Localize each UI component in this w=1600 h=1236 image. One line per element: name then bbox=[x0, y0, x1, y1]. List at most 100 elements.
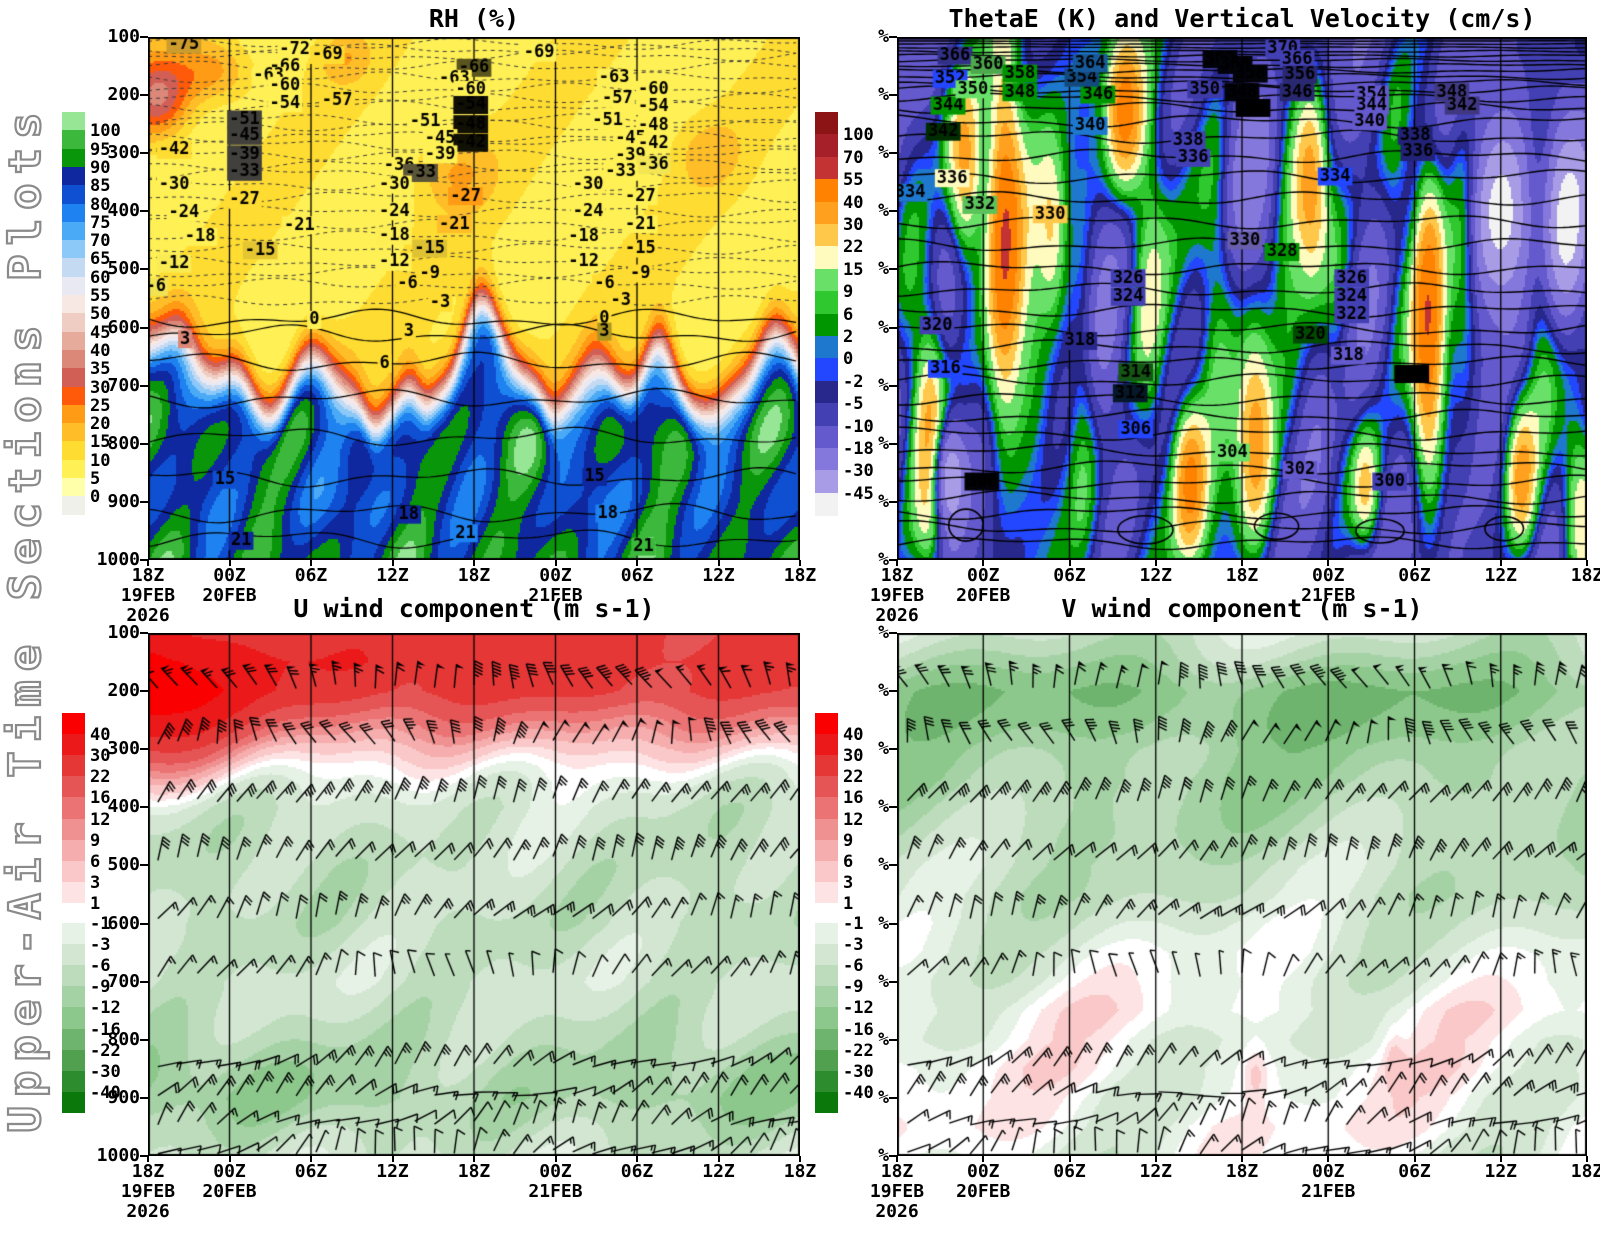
colorbar-label: 40 bbox=[843, 725, 864, 746]
y-tick-label: 1000 bbox=[96, 1145, 140, 1166]
colorbar-segment bbox=[815, 839, 838, 862]
colorbar-segment bbox=[62, 713, 85, 735]
colorbar-segment bbox=[815, 470, 838, 494]
x-tick-mark bbox=[147, 1156, 149, 1162]
colorbar-label: 50 bbox=[90, 304, 111, 325]
colorbar-label: 55 bbox=[843, 170, 864, 191]
y-tick-mark bbox=[140, 864, 148, 867]
y-tick-mark bbox=[889, 1096, 897, 1099]
uwind-plot-canvas bbox=[148, 633, 800, 1156]
x-tick-label: 18Z bbox=[1225, 1161, 1259, 1182]
colorbar-label: -6 bbox=[90, 956, 111, 977]
y-tick-label: % bbox=[878, 316, 889, 338]
y-tick-label: % bbox=[878, 432, 889, 454]
colorbar-segment bbox=[62, 818, 85, 841]
colorbar-label: -30 bbox=[843, 1061, 874, 1082]
colorbar-segment bbox=[815, 755, 838, 777]
colorbar-segment bbox=[815, 1007, 838, 1029]
y-tick-mark bbox=[140, 632, 148, 634]
colorbar-label: -5 bbox=[843, 394, 864, 415]
thetae-panel-title: ThetaE (K) and Vertical Velocity (cm/s) bbox=[948, 4, 1536, 33]
x-date-label: 21FEB bbox=[528, 1181, 583, 1202]
colorbar-label: -2 bbox=[843, 371, 864, 392]
thetae-plot-canvas bbox=[897, 37, 1587, 560]
colorbar-segment bbox=[62, 1070, 85, 1093]
x-tick-label: 06Z bbox=[1053, 1161, 1086, 1182]
colorbar-segment bbox=[62, 839, 85, 862]
x-tick-label: 18Z bbox=[1570, 1161, 1600, 1182]
colorbar-segment bbox=[815, 713, 838, 735]
colorbar-segment bbox=[62, 1028, 85, 1051]
x-tick-mark bbox=[473, 560, 475, 566]
x-tick-mark bbox=[896, 1156, 898, 1162]
colorbar-segment bbox=[62, 349, 85, 369]
colorbar-segment bbox=[815, 776, 838, 798]
colorbar-segment bbox=[815, 1028, 838, 1051]
colorbar-label: 22 bbox=[843, 237, 864, 258]
y-tick-mark bbox=[889, 152, 897, 155]
x-tick-mark bbox=[1241, 1156, 1243, 1162]
y-tick-label: 600 bbox=[107, 912, 140, 934]
y-tick-label: 400 bbox=[107, 200, 140, 222]
colorbar-segment bbox=[62, 881, 85, 904]
x-tick-label: 00Z bbox=[1311, 565, 1345, 586]
colorbar-segment bbox=[815, 797, 838, 819]
colorbar-segment bbox=[815, 860, 838, 883]
colorbar-segment bbox=[62, 386, 85, 406]
x-tick-mark bbox=[1068, 1156, 1071, 1162]
colorbar-label: 15 bbox=[90, 432, 111, 453]
colorbar-label: 75 bbox=[90, 212, 111, 233]
y-tick-mark bbox=[140, 1038, 148, 1041]
y-tick-label: 100 bbox=[107, 622, 140, 643]
colorbar-label: 16 bbox=[90, 788, 111, 809]
x-date-label: 21FEB bbox=[528, 585, 583, 606]
y-tick-label: 200 bbox=[107, 84, 140, 106]
x-tick-label: 00Z bbox=[539, 1161, 572, 1182]
y-tick-label: % bbox=[878, 912, 889, 934]
colorbar-segment bbox=[815, 268, 838, 292]
colorbar-label: -40 bbox=[843, 1082, 874, 1103]
colorbar-segment bbox=[62, 221, 85, 241]
x-date-label: 2026 bbox=[875, 1201, 919, 1222]
x-tick-label: 06Z bbox=[620, 1161, 654, 1182]
x-tick-mark bbox=[1499, 1156, 1502, 1162]
colorbar-segment bbox=[62, 130, 85, 150]
y-tick-mark bbox=[140, 1155, 148, 1157]
y-tick-mark bbox=[140, 326, 148, 329]
x-tick-mark bbox=[636, 1156, 638, 1162]
y-tick-label: 600 bbox=[107, 316, 140, 338]
x-tick-label: 00Z bbox=[1311, 1161, 1345, 1182]
x-tick-mark bbox=[310, 1156, 312, 1162]
x-tick-label: 18Z bbox=[457, 565, 491, 586]
colorbar-segment bbox=[62, 986, 85, 1008]
colorbar-label: 30 bbox=[843, 215, 864, 235]
colorbar-segment bbox=[62, 423, 85, 442]
colorbar-segment bbox=[815, 134, 838, 158]
x-tick-label: 12Z bbox=[1484, 565, 1517, 586]
vwind-plot-canvas bbox=[897, 633, 1587, 1156]
y-tick-mark bbox=[889, 922, 897, 925]
colorbar-segment bbox=[815, 112, 838, 135]
colorbar-label: 20 bbox=[90, 414, 111, 435]
colorbar-label: 60 bbox=[90, 267, 111, 288]
colorbar-label: 45 bbox=[90, 322, 111, 343]
y-tick-mark bbox=[889, 864, 897, 867]
colorbar-label: 3 bbox=[843, 872, 854, 893]
y-tick-mark bbox=[140, 268, 148, 271]
colorbar-segment bbox=[815, 179, 838, 203]
colorbar-segment bbox=[815, 881, 838, 904]
x-tick-label: 12Z bbox=[1139, 1161, 1172, 1182]
colorbar-label: 9 bbox=[843, 282, 854, 303]
y-tick-mark bbox=[889, 210, 897, 213]
colorbar-segment bbox=[62, 240, 85, 259]
colorbar-segment bbox=[62, 1007, 85, 1029]
colorbar-label: 2 bbox=[843, 327, 854, 347]
colorbar-label: -22 bbox=[843, 1040, 874, 1061]
colorbar-segment bbox=[62, 404, 85, 424]
y-tick-mark bbox=[140, 500, 148, 503]
x-date-label: 20FEB bbox=[202, 1181, 257, 1202]
x-tick-mark bbox=[554, 560, 557, 566]
y-tick-label: % bbox=[878, 1145, 889, 1166]
y-tick-label: 500 bbox=[107, 258, 140, 280]
